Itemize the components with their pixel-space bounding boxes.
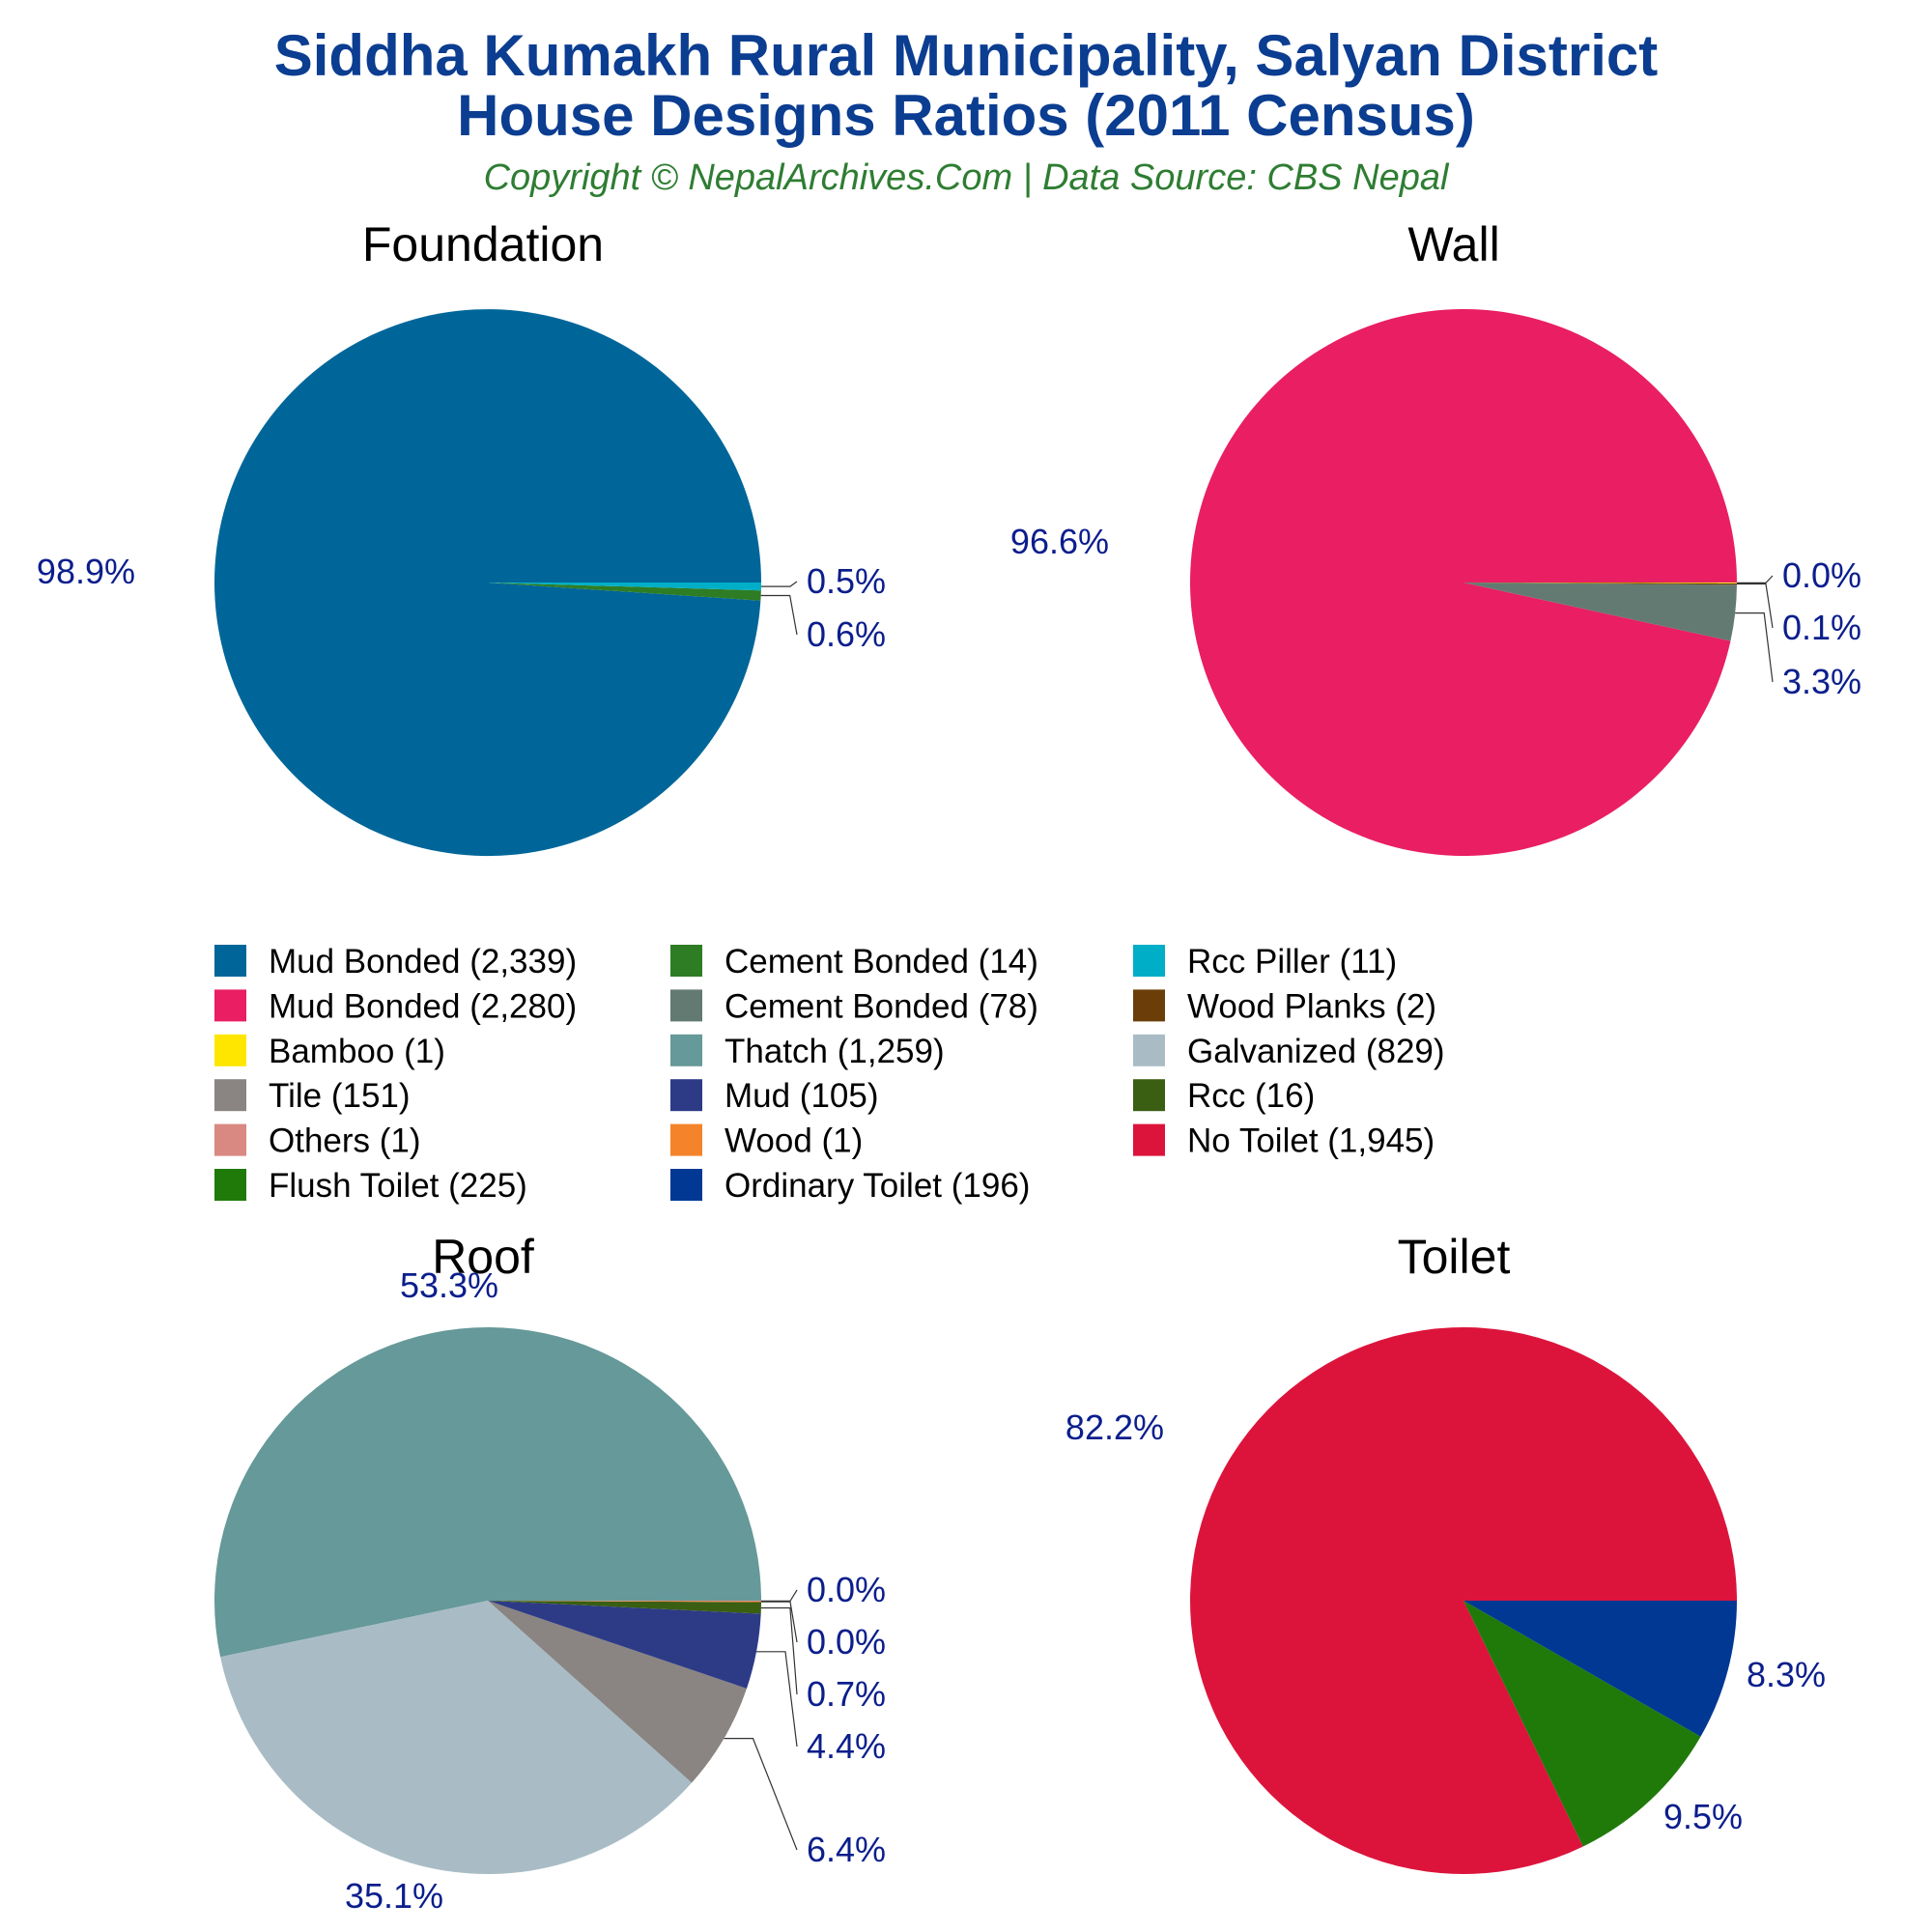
leader-line [1737,575,1774,584]
chart-title-line1: Siddha Kumakh Rural Municipality, Salyan… [274,23,1659,88]
legend-swatch [670,945,702,977]
legend-swatch [214,1123,246,1156]
legend-swatch [670,1079,702,1112]
legend-label: Cement Bonded (14) [724,943,1038,980]
pie-slice [488,1601,747,1783]
slice-percent-label: 96.6% [1010,522,1109,561]
chart-subtitle: Copyright © NepalArchives.Com | Data Sou… [484,157,1450,198]
legend-swatch [1133,945,1165,977]
pie-title-toilet: Toilet [1398,1230,1511,1284]
slice-percent-label: 9.5% [1663,1797,1743,1836]
legend-swatch [214,989,246,1022]
pie-toilet: Toilet 82.2% 9.5% 8.3% [1065,1230,1826,1874]
pie-slice [1463,582,1737,641]
pie-slice [213,309,762,857]
legend-label: Galvanized (829) [1187,1033,1445,1070]
legend-swatch [214,1169,246,1201]
pie-roof-slices: 53.3% 35.1% 6.4% 4.4% 0.7% 0.0% 0.0% [213,1265,886,1916]
legend-swatch [214,1034,246,1066]
legend-label: Rcc Piller (11) [1187,943,1397,980]
pie-slice [488,1601,762,1603]
legend-swatch [1133,1034,1165,1066]
legend-label: No Toilet (1,945) [1187,1122,1435,1160]
legend-label: Thatch (1,259) [724,1033,945,1070]
slice-percent-label: 3.3% [1782,662,1861,701]
slice-percent-label: 0.0% [807,1570,886,1609]
leader-line [760,594,798,636]
legend-label: Others (1) [269,1122,421,1160]
slice-percent-label: 4.4% [807,1726,886,1766]
legend-label: Bamboo (1) [269,1033,445,1070]
legend-swatch [670,989,702,1022]
slice-percent-label: 0.0% [807,1622,886,1662]
slice-percent-label: 8.3% [1747,1655,1826,1694]
slice-percent-label: 0.5% [807,561,886,601]
slice-percent-label: 0.6% [807,614,886,654]
legend-swatch [670,1123,702,1156]
slice-percent-label: 6.4% [807,1830,886,1869]
pie-title-foundation: Foundation [362,217,604,271]
legend-label: Rcc (16) [1187,1077,1315,1115]
legend-label: Wood (1) [724,1122,863,1160]
legend-label: Wood Planks (2) [1187,987,1436,1025]
pie-slice [1190,1326,1737,1874]
leader-line [760,1606,798,1695]
pie-slice [220,1601,693,1875]
pie-toilet-slices: 82.2% 9.5% 8.3% [1065,1326,1826,1874]
leader-line [761,1601,798,1643]
legend-swatch [670,1034,702,1066]
legend: Mud Bonded (2,339) Cement Bonded (14) Rcc … [214,943,1445,1205]
slice-percent-label: 0.7% [807,1674,886,1714]
legend-label: Mud (105) [724,1077,879,1115]
pie-slice [488,1601,761,1689]
pie-slice [488,1601,762,1602]
pie-slice [488,582,761,601]
pie-slice [488,1601,761,1614]
legend-swatch [1133,1123,1165,1156]
slice-percent-label: 98.9% [37,552,135,591]
pie-roof: Roof 53.3% 35.1% 6.4% 4.4% 0.7% 0.0% 0.0% [213,1230,886,1916]
legend-swatch [214,1079,246,1112]
legend-label: Flush Toilet (225) [269,1167,527,1205]
legend-label: Mud Bonded (2,339) [269,943,577,980]
leader-line [724,1737,798,1851]
slice-percent-label: 53.3% [400,1265,498,1305]
legend-label: Mud Bonded (2,280) [269,987,577,1025]
leader-line [761,581,798,587]
pie-slice [1463,582,1738,583]
leader-line [1737,582,1774,629]
pie-wall-slices: 96.6% 3.3% 0.1% 0.0% [1010,308,1861,856]
pie-slice [1463,1601,1737,1737]
pie-title-wall: Wall [1407,217,1499,271]
pie-slice [1190,308,1737,856]
legend-swatch [214,945,246,977]
legend-label: Ordinary Toilet (196) [724,1167,1030,1205]
leader-line [761,1589,798,1603]
pie-slice [488,582,761,591]
pie-foundation: Foundation 98.9% 0.6% 0.5% [37,217,886,857]
pie-slice [213,1327,761,1658]
pie-foundation-slices: 98.9% 0.6% 0.5% [37,309,886,857]
legend-label: Tile (151) [269,1077,411,1115]
pie-wall: Wall 96.6% 3.3% 0.1% 0.0% [1010,217,1861,856]
slice-percent-label: 35.1% [345,1876,443,1916]
pie-slice [1463,582,1737,585]
legend-swatch [1133,989,1165,1022]
pie-title-roof: Roof [432,1230,534,1284]
legend-label: Cement Bonded (78) [724,987,1038,1025]
leader-line [1735,611,1774,683]
slice-percent-label: 82.2% [1065,1407,1164,1447]
pie-slice [1463,1601,1701,1847]
leader-line [756,1651,798,1747]
legend-swatch [1133,1079,1165,1112]
slice-percent-label: 0.0% [1782,555,1861,595]
chart-title-line2: House Designs Ratios (2011 Census) [457,83,1475,148]
legend-swatch [670,1169,702,1201]
slice-percent-label: 0.1% [1782,608,1861,647]
